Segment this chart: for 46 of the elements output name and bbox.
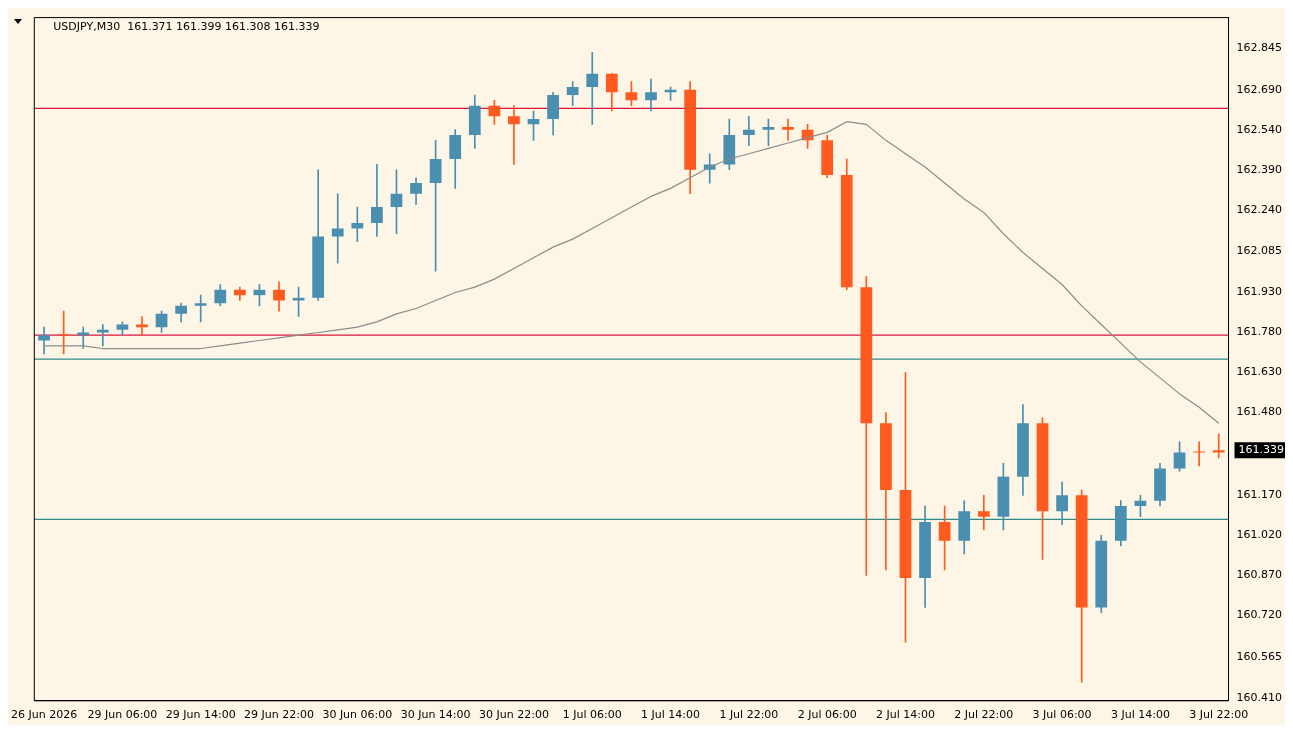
y-tick-label: 160.870	[1236, 568, 1283, 582]
x-tick-label: 30 Jun 14:00	[400, 708, 471, 722]
y-tick-label: 161.480	[1236, 405, 1283, 419]
x-tick-label: 1 Jul 06:00	[562, 708, 622, 722]
x-tick-label: 3 Jul 22:00	[1189, 708, 1249, 722]
candlestick	[371, 164, 383, 237]
candlestick	[1212, 433, 1225, 459]
y-tick-label: 160.720	[1236, 608, 1283, 622]
candlestick	[351, 206, 364, 243]
x-tick-label: 30 Jun 22:00	[479, 708, 549, 722]
candlestick	[743, 116, 755, 147]
chart-title: USDJPY,M30 161.371 161.399 161.308 161.339	[53, 20, 320, 34]
candlestick	[508, 105, 520, 165]
x-tick-label: 2 Jul 22:00	[954, 708, 1014, 722]
text: 161.339	[1238, 443, 1285, 457]
candlestick	[782, 118, 794, 141]
candlestick	[194, 294, 207, 323]
x-tick-label: 29 Jun 06:00	[87, 708, 158, 722]
y-tick-label: 162.240	[1236, 202, 1283, 216]
candlestick	[331, 193, 344, 264]
y-tick-label: 162.390	[1236, 162, 1283, 176]
y-tick-label: 162.085	[1236, 243, 1283, 257]
y-tick-label: 162.845	[1236, 41, 1283, 55]
x-tick-label: 2 Jul 06:00	[797, 708, 857, 722]
y-tick-label: 162.690	[1236, 82, 1283, 96]
y-tick-label: 161.630	[1236, 365, 1283, 379]
y-tick-label: 160.565	[1236, 649, 1283, 663]
y-tick-label: 161.780	[1236, 325, 1283, 339]
x-tick-label: 26 Jun 2026	[11, 708, 78, 722]
y-tick-label: 161.930	[1236, 285, 1283, 299]
y-tick-label: 162.540	[1236, 122, 1283, 136]
x-tick-label: 30 Jun 06:00	[322, 708, 393, 722]
x-tick-label: 3 Jul 06:00	[1032, 708, 1092, 722]
candlestick	[586, 51, 599, 125]
candlestick	[977, 494, 990, 531]
x-tick-label: 29 Jun 22:00	[244, 708, 314, 722]
candlestick	[1193, 441, 1206, 467]
y-tick-label: 161.170	[1236, 488, 1283, 502]
x-tick-label: 1 Jul 14:00	[641, 708, 701, 722]
x-tick-label: 29 Jun 14:00	[165, 708, 236, 722]
x-tick-label: 2 Jul 14:00	[876, 708, 935, 722]
y-tick-label: 160.410	[1236, 690, 1283, 704]
y-tick-label: 161.020	[1236, 528, 1283, 542]
candlestick	[96, 324, 109, 347]
x-tick-label: 1 Jul 22:00	[719, 708, 779, 722]
x-tick-label: 3 Jul 14:00	[1110, 708, 1170, 722]
